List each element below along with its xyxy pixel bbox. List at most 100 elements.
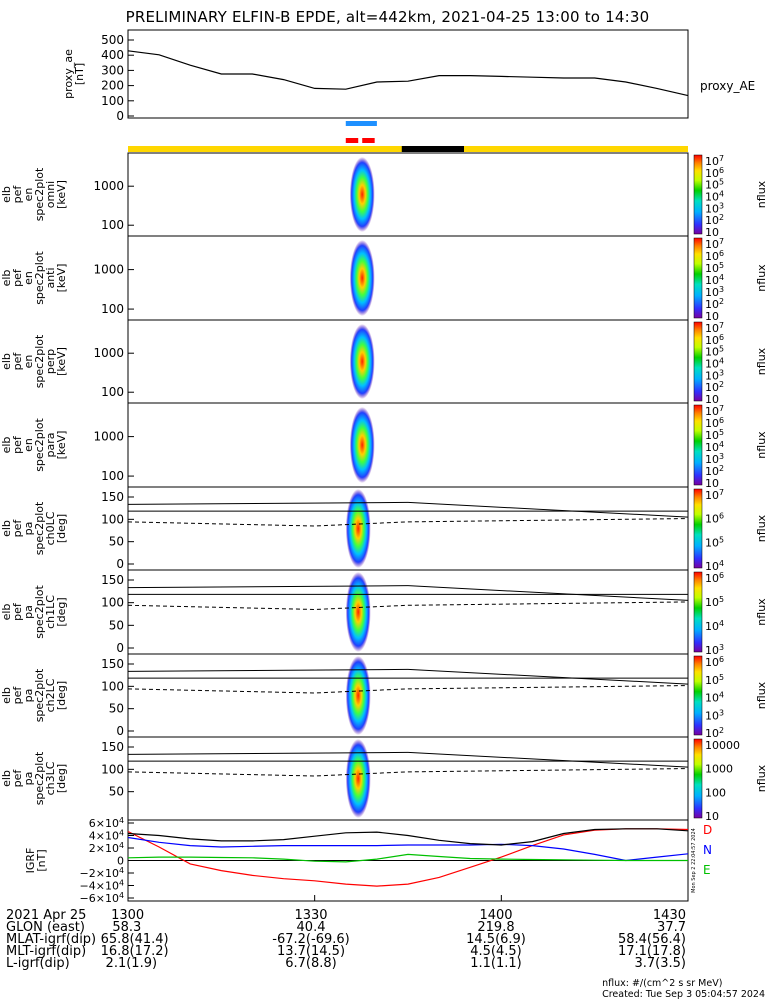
series-line-N xyxy=(127,836,689,862)
y-axis-label-line: perp xyxy=(44,349,57,374)
colorbar-tick-label: 104 xyxy=(705,690,724,705)
legend-E: E xyxy=(703,863,711,877)
spectrogram-flux xyxy=(349,407,375,483)
row-label: 2021 Apr 25 xyxy=(6,908,87,923)
y-axis-label-line: spec2plot xyxy=(33,668,46,722)
footer: nflux: #/(cm^2 s sr MeV) Created: Tue Se… xyxy=(602,978,765,1000)
row-label: GLON (east) xyxy=(6,920,85,935)
colorbar-tick-label: 102 xyxy=(705,380,724,395)
y-tick-label: 100 xyxy=(101,218,124,232)
colorbar-tick-label: 104 xyxy=(705,619,724,634)
panel-frame xyxy=(127,235,689,321)
y-tick-label: 4×104 xyxy=(89,828,124,843)
colorbar-tick-label: 104 xyxy=(705,440,724,455)
y-tick-label: 100 xyxy=(101,94,124,108)
cell-value: -67.2(-69.6) xyxy=(272,932,350,947)
y-axis-label-line: [keV] xyxy=(55,264,68,293)
y-axis-label-line: elb xyxy=(0,437,13,454)
spectrogram-flux xyxy=(345,739,371,818)
colorbar-label: nflux xyxy=(755,598,768,626)
y-tick-label: −2×104 xyxy=(80,866,124,881)
y-tick-label: 0 xyxy=(117,855,124,868)
spectrogram-flux xyxy=(345,656,371,735)
colorbar-tick-label: 107 xyxy=(705,404,724,419)
loss-cone-dashed-line xyxy=(127,518,689,527)
y-axis-label-line: elb xyxy=(0,604,13,621)
panel-en_perp: 1000100elbpefenspec2plotperp[keV]1071061… xyxy=(0,319,768,406)
loss-cone-line xyxy=(407,751,689,768)
colorbar xyxy=(693,321,703,402)
y-axis-label-line: ch3LC xyxy=(44,761,57,795)
y-axis-label-line: [keV] xyxy=(55,431,68,460)
science-zone-bar-red xyxy=(345,138,359,143)
generation-stamp: Mon Sep 2 22:04:57 2024 xyxy=(691,828,697,893)
cell-value: 58.3 xyxy=(112,920,142,935)
colorbar-tick-label: 103 xyxy=(705,708,724,723)
y-axis-label-line: en xyxy=(22,271,35,285)
colorbar-tick-label: 106 xyxy=(705,249,724,264)
cell-value: 1400 xyxy=(479,908,513,923)
science-zone-bar-red xyxy=(362,138,375,143)
panel-pa_ch3: 150 100 50 elbpefpaspec2plotch3LC[deg] 10000… xyxy=(0,736,768,823)
colorbar-tick-label: 102 xyxy=(705,213,724,228)
colorbar-tick-label: 105 xyxy=(705,672,724,687)
colorbar-tick-label: 106 xyxy=(705,571,724,586)
panel-frame xyxy=(127,29,689,119)
panel-frame xyxy=(127,736,689,821)
y-tick-label: 150 xyxy=(101,740,124,754)
loss-cone-line xyxy=(407,668,689,685)
y-axis-label-line: elb xyxy=(0,687,13,704)
y-tick-label: 50 xyxy=(109,535,124,549)
panel-en_omni: 1000100elbpefenspec2plotomni[keV]1071061… xyxy=(0,152,768,239)
spectrogram-flux xyxy=(349,324,375,399)
y-axis-label-line: spec2plot xyxy=(33,585,46,639)
plot-title: PRELIMINARY ELFIN-B EPDE, alt=442km, 202… xyxy=(125,8,650,26)
y-axis-label-line: ch2LC xyxy=(44,678,57,712)
colorbar-label: nflux xyxy=(755,681,768,709)
y-tick-label: 50 xyxy=(109,785,124,799)
y-tick-label: 100 xyxy=(101,512,124,526)
colorbar xyxy=(693,655,703,736)
colorbar-tick-label: 10 xyxy=(705,226,719,239)
panel-frame xyxy=(127,152,689,237)
y-tick-label: 1000 xyxy=(93,346,124,360)
y-axis-label: elbpefpaspec2plotch1LC[deg] xyxy=(0,585,68,639)
y-axis-label-line: en xyxy=(22,355,35,369)
panel-frame xyxy=(127,653,689,738)
y-axis-label-line: pef xyxy=(11,686,24,705)
panel-frame xyxy=(127,319,689,404)
y-axis-label: elbpefpaspec2plotch0LC[deg] xyxy=(0,501,68,555)
colorbar-tick-label: 10 xyxy=(705,310,719,323)
y-axis-label-line: en xyxy=(22,188,35,202)
series-line-E xyxy=(127,853,688,863)
y-tick-label: 50 xyxy=(109,618,124,632)
y-axis-label-line: spec2plot xyxy=(33,751,46,805)
colorbar-tick-label: 103 xyxy=(705,452,724,467)
colorbar-tick-label: 105 xyxy=(705,595,724,610)
y-axis-label-line: [deg] xyxy=(55,597,68,626)
panel-pa_ch0: 150 100 50 0 elbpefpaspec2plotch0LC[deg] 107 1… xyxy=(0,486,768,573)
colorbar-tick-label: 106 xyxy=(705,165,724,180)
panel-pa_ch1: 150 100 50 0 elbpefpaspec2plotch1LC[deg] 106 1… xyxy=(0,569,768,657)
row-label: L-igrf(dip) xyxy=(6,956,70,971)
cell-value: 1330 xyxy=(294,908,328,923)
spectrogram-flux xyxy=(345,489,371,568)
colorbar-tick-label: 107 xyxy=(705,321,724,336)
y-axis-label-line: elb xyxy=(0,270,13,287)
colorbar-tick-label: 106 xyxy=(705,511,724,526)
y-axis-label-line: elb xyxy=(0,770,13,787)
colorbar-label: nflux xyxy=(755,514,768,542)
y-axis-label-line: elb xyxy=(0,520,13,537)
y-axis-label: IGRF[nT] xyxy=(24,848,48,874)
y-axis-label-line: para xyxy=(44,433,57,458)
y-axis-label-line: pa xyxy=(22,689,35,703)
colorbar-tick-label: 106 xyxy=(705,416,724,431)
y-tick-label: 100 xyxy=(101,596,124,610)
series-line-proxy_AE xyxy=(127,50,689,97)
y-axis-label: elbpefenspec2plotperp[keV] xyxy=(0,334,68,388)
y-axis-label-line: spec2plot xyxy=(33,167,46,221)
colorbar-tick-label: 105 xyxy=(705,177,724,192)
y-tick-label: 0 xyxy=(116,724,124,738)
